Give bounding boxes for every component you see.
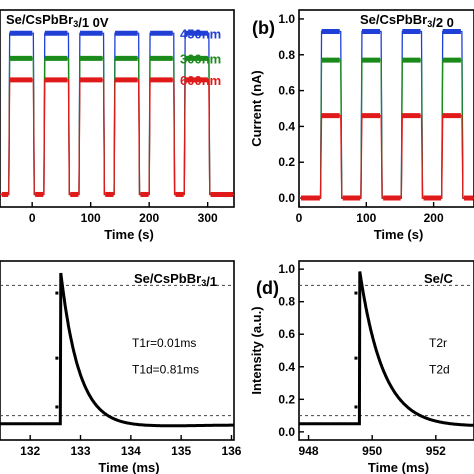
panel-label-d: (d) (256, 278, 279, 298)
panel-title-a: Se/CsPbBr3/1 0V (6, 12, 109, 30)
y-tick-label-d: 0.8 (278, 295, 295, 309)
rise-point-d (354, 356, 358, 360)
y-tick-label-d: 0.0 (278, 425, 295, 439)
series-line-600nm-a (0, 79, 234, 196)
x-tick-label-c: 135 (171, 444, 191, 458)
legend-label-450nm: 450nm (180, 26, 221, 41)
y-tick-label-b: 0.2 (278, 155, 295, 169)
y-axis-label-d: Intensity (a.u.) (249, 306, 264, 394)
x-tick-label-a: 200 (139, 211, 159, 225)
x-tick-label-c: 132 (20, 444, 40, 458)
rise-point-d (354, 405, 358, 409)
annotation-rise-c: T1r=0.01ms (132, 336, 196, 350)
y-tick-label-b: 0.0 (278, 191, 295, 205)
plot-frame-c (0, 260, 235, 441)
panel-label-b: (b) (252, 18, 275, 38)
panel-title-c: Se/CsPbBr3/1 (134, 271, 217, 289)
x-axis-label-b: Time (s) (374, 227, 424, 242)
x-tick-label-d: 948 (299, 444, 319, 458)
x-axis-label-c: Time (ms) (98, 460, 159, 474)
decay-curve-d (299, 271, 474, 427)
x-tick-label-c: 136 (221, 444, 241, 458)
x-tick-label-b: 0 (296, 211, 303, 225)
x-axis-label-d: Time (ms) (368, 460, 429, 474)
panel-title-d: Se/C (424, 271, 454, 286)
y-axis-label-b: Current (nA) (249, 70, 264, 147)
y-tick-label-d: 0.2 (278, 392, 295, 406)
y-tick-label-b: 0.8 (278, 48, 295, 62)
x-tick-label-d: 950 (362, 444, 382, 458)
plot-frame-b (298, 9, 474, 208)
legend-label-300nm: 300nm (180, 51, 221, 66)
rise-point-c (55, 291, 59, 295)
annotation-decay-c: T1d=0.81ms (132, 362, 199, 376)
x-tick-label-a: 300 (198, 211, 218, 225)
x-tick-label-a: 0 (29, 211, 36, 225)
rise-point-c (55, 356, 59, 360)
x-tick-label-c: 134 (121, 444, 141, 458)
x-tick-label-c: 133 (71, 444, 91, 458)
series-line-600nm-b (299, 115, 474, 199)
y-tick-label-d: 0.6 (278, 327, 295, 341)
rise-point-c (55, 405, 59, 409)
rise-point-d (354, 291, 358, 295)
decay-curve-c (0, 272, 234, 428)
panel-title-b: Se/CsPbBr3/2 0 (360, 12, 454, 30)
plot-frame-d (298, 260, 474, 441)
annotation-decay-d: T2d (429, 362, 450, 376)
x-tick-label-d: 952 (426, 444, 446, 458)
legend-label-600nm: 600nm (180, 73, 221, 88)
x-tick-label-a: 100 (81, 211, 101, 225)
y-tick-label-b: 0.4 (278, 119, 295, 133)
y-tick-label-d: 1.0 (278, 262, 295, 276)
x-axis-label-a: Time (s) (104, 227, 154, 242)
y-tick-label-d: 0.4 (278, 360, 295, 374)
series-line-300nm-b (299, 59, 474, 199)
annotation-rise-d: T2r (429, 336, 447, 350)
x-tick-label-b: 100 (356, 211, 376, 225)
plot-frame-a (0, 9, 235, 208)
y-tick-label-b: 1.0 (278, 12, 295, 26)
y-tick-label-b: 0.6 (278, 84, 295, 98)
x-tick-label-b: 200 (424, 211, 444, 225)
